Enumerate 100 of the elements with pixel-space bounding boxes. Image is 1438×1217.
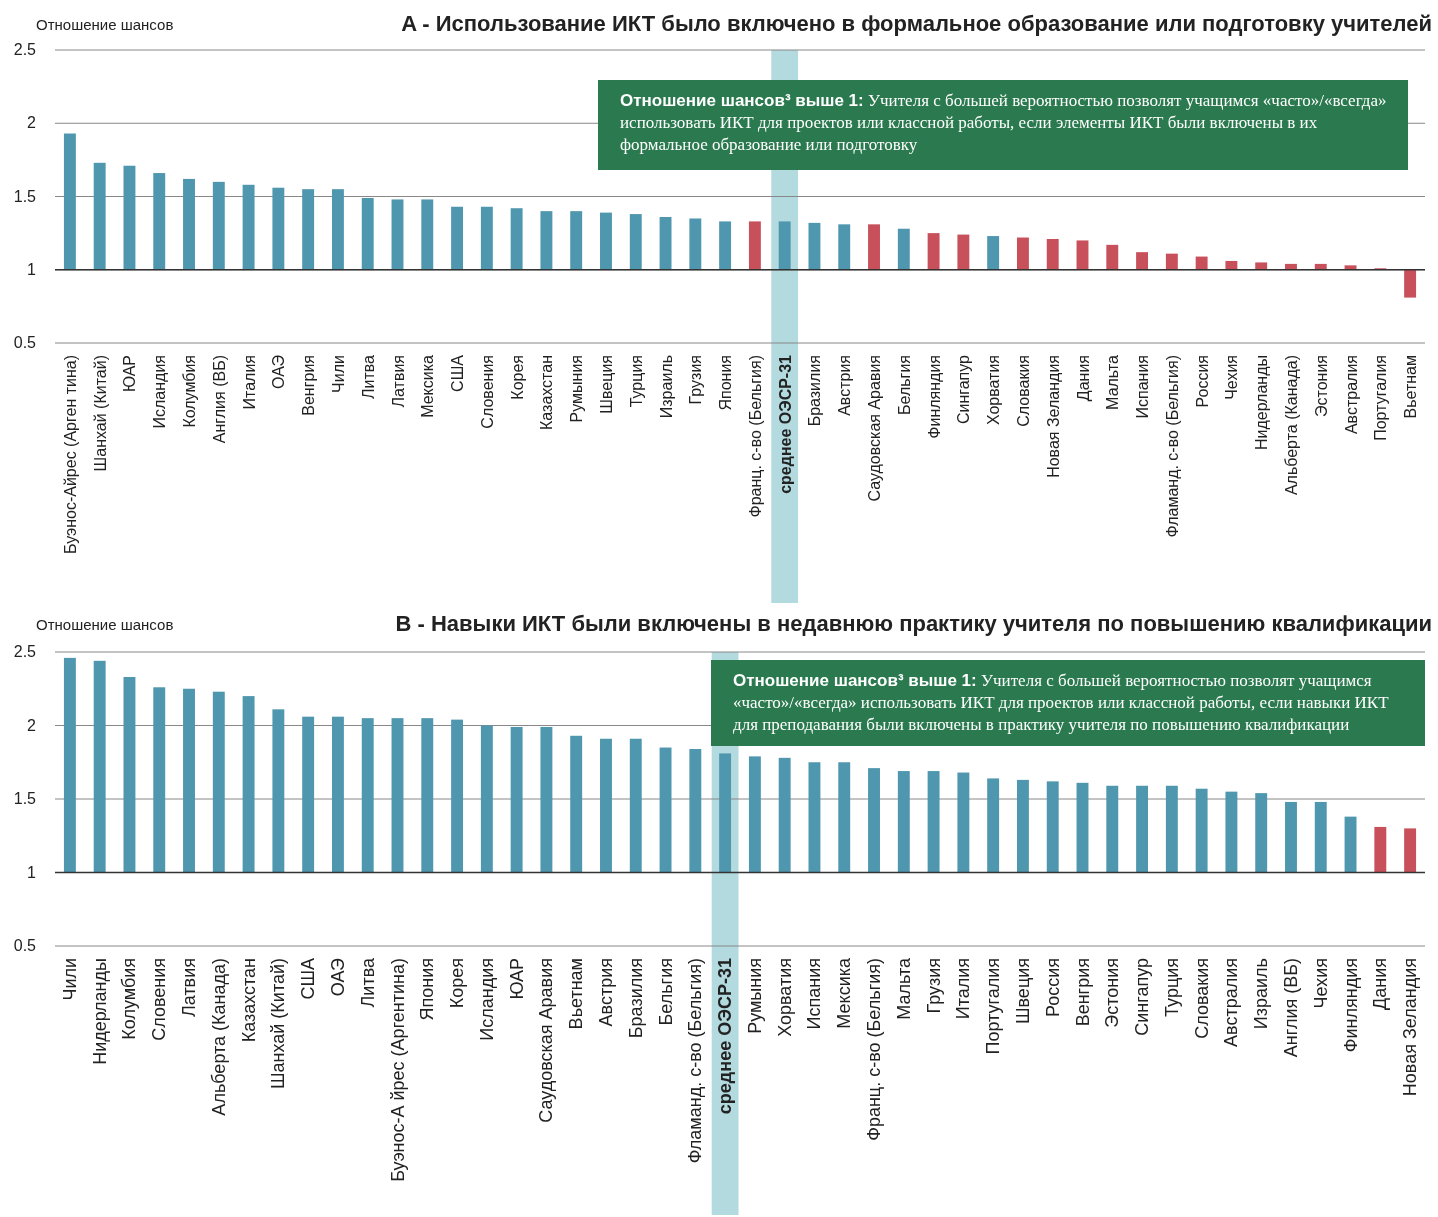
bar — [897, 228, 910, 270]
x-tick-label: Португалия — [983, 958, 1004, 1055]
x-tick-label: Буэнос-Айрес (Арген тина) — [61, 355, 79, 554]
x-tick-label: Сингапур — [955, 354, 973, 425]
bar — [302, 716, 315, 873]
bar — [1136, 785, 1149, 873]
bar — [1046, 781, 1059, 873]
x-tick-label: Чили — [329, 355, 347, 393]
bar — [272, 709, 285, 873]
bar — [1255, 793, 1268, 873]
bar — [331, 716, 344, 873]
bar — [1374, 826, 1387, 873]
bar — [1285, 801, 1297, 873]
bar — [897, 771, 910, 873]
y-tick-label: 2.5 — [13, 643, 37, 660]
bar — [242, 696, 255, 873]
x-tick-label: ЮАР — [121, 355, 139, 392]
x-tick-label: Саудовская Аравия — [866, 355, 884, 502]
x-tick-label: Бразилия — [806, 355, 824, 427]
y-tick-label: 2 — [27, 114, 37, 132]
bar — [927, 771, 940, 873]
x-tick-label: Новая Зеландия — [1400, 958, 1421, 1097]
bar — [778, 221, 791, 270]
x-tick-label: Шанхай (Китай) — [91, 355, 109, 472]
x-tick-label: Саудовская Аравия — [536, 958, 557, 1123]
x-tick-label: Чехия — [1310, 958, 1331, 1009]
bar — [212, 691, 225, 873]
bar — [1076, 240, 1089, 270]
bar — [719, 221, 732, 270]
x-tick-label: Словения — [478, 355, 496, 429]
x-tick-label: Россия — [1193, 355, 1211, 408]
bar — [629, 214, 642, 270]
x-tick-label: Сингапур — [1132, 958, 1153, 1036]
bar — [719, 753, 732, 873]
bar — [1106, 244, 1119, 270]
bar — [242, 184, 255, 270]
bar — [183, 688, 195, 873]
chart-title: B - Навыки ИКТ были включены в недавнюю практику учителя по повышению квалификации — [395, 611, 1432, 636]
x-tick-label: Израиль — [1251, 958, 1272, 1030]
bar — [689, 218, 702, 270]
bar — [212, 181, 225, 270]
y-tick-label: 2 — [27, 716, 37, 734]
bar — [540, 211, 553, 270]
y-tick-label: 2.5 — [13, 41, 37, 58]
x-tick-label: США — [449, 354, 467, 392]
bar — [868, 768, 880, 873]
x-tick-label: Исландия — [151, 355, 169, 429]
x-tick-label: Мальта — [1104, 354, 1122, 410]
bar — [93, 162, 106, 270]
bar — [480, 206, 493, 270]
x-tick-label: Израиль — [657, 355, 675, 419]
bar — [63, 133, 76, 270]
x-tick-label: Италия — [953, 958, 974, 1020]
x-tick-label: Словакия — [1191, 958, 1212, 1039]
bar — [451, 719, 464, 873]
bar — [421, 718, 434, 873]
x-tick-label: Латвия — [389, 355, 407, 408]
x-tick-label: США — [298, 958, 319, 1000]
x-tick-label: Чили — [59, 958, 80, 1001]
x-tick-label: Румыния — [744, 958, 765, 1034]
bar — [868, 224, 880, 270]
x-tick-label: Англия (ВБ) — [1280, 958, 1301, 1058]
x-tick-label: Турция — [627, 355, 645, 408]
x-tick-label: Грузия — [687, 355, 705, 405]
bar — [540, 726, 553, 873]
y-tick-label: 0.5 — [13, 334, 37, 351]
x-tick-label: Англия (ВБ) — [210, 355, 228, 444]
bar — [748, 221, 761, 270]
bar — [391, 718, 404, 873]
x-tick-label: Хорватия — [774, 958, 795, 1037]
bar — [1195, 256, 1208, 270]
x-tick-label: Фламанд. с-во (Бельгия) — [685, 958, 706, 1164]
bar — [659, 747, 672, 873]
y-tick-label: 0.5 — [13, 937, 37, 954]
x-tick-label: Япония — [417, 958, 438, 1021]
bar — [1046, 238, 1059, 270]
x-tick-label: Казахстан — [238, 958, 259, 1043]
x-tick-label: Вьетнам — [1402, 355, 1420, 419]
y-axis-title: Отношение шансов — [36, 616, 174, 633]
bar — [1165, 253, 1178, 270]
bar — [421, 199, 434, 270]
bar — [272, 187, 285, 270]
bar — [123, 676, 136, 873]
x-tick-label: Исландия — [476, 958, 497, 1041]
chart-title: A - Использование ИКТ было включено в формальное образование или подготовку учителей — [401, 11, 1432, 36]
x-tick-label: Франц. с-во (Бельгия) — [746, 355, 764, 518]
bar — [183, 178, 195, 270]
x-tick-label: Казахстан — [538, 355, 556, 430]
x-tick-label: Дания — [1370, 958, 1391, 1010]
bar — [1404, 269, 1417, 298]
y-tick-label: 1.5 — [13, 187, 37, 205]
y-tick-label: 1 — [27, 260, 37, 278]
x-tick-label: Корея — [508, 355, 526, 400]
bar — [1404, 828, 1417, 873]
bar — [570, 735, 583, 873]
x-tick-label: Австралия — [1221, 958, 1242, 1047]
x-tick-label: Россия — [1042, 958, 1063, 1018]
bar — [808, 222, 821, 270]
bar — [957, 772, 970, 873]
x-tick-label: Австралия — [1342, 355, 1360, 435]
